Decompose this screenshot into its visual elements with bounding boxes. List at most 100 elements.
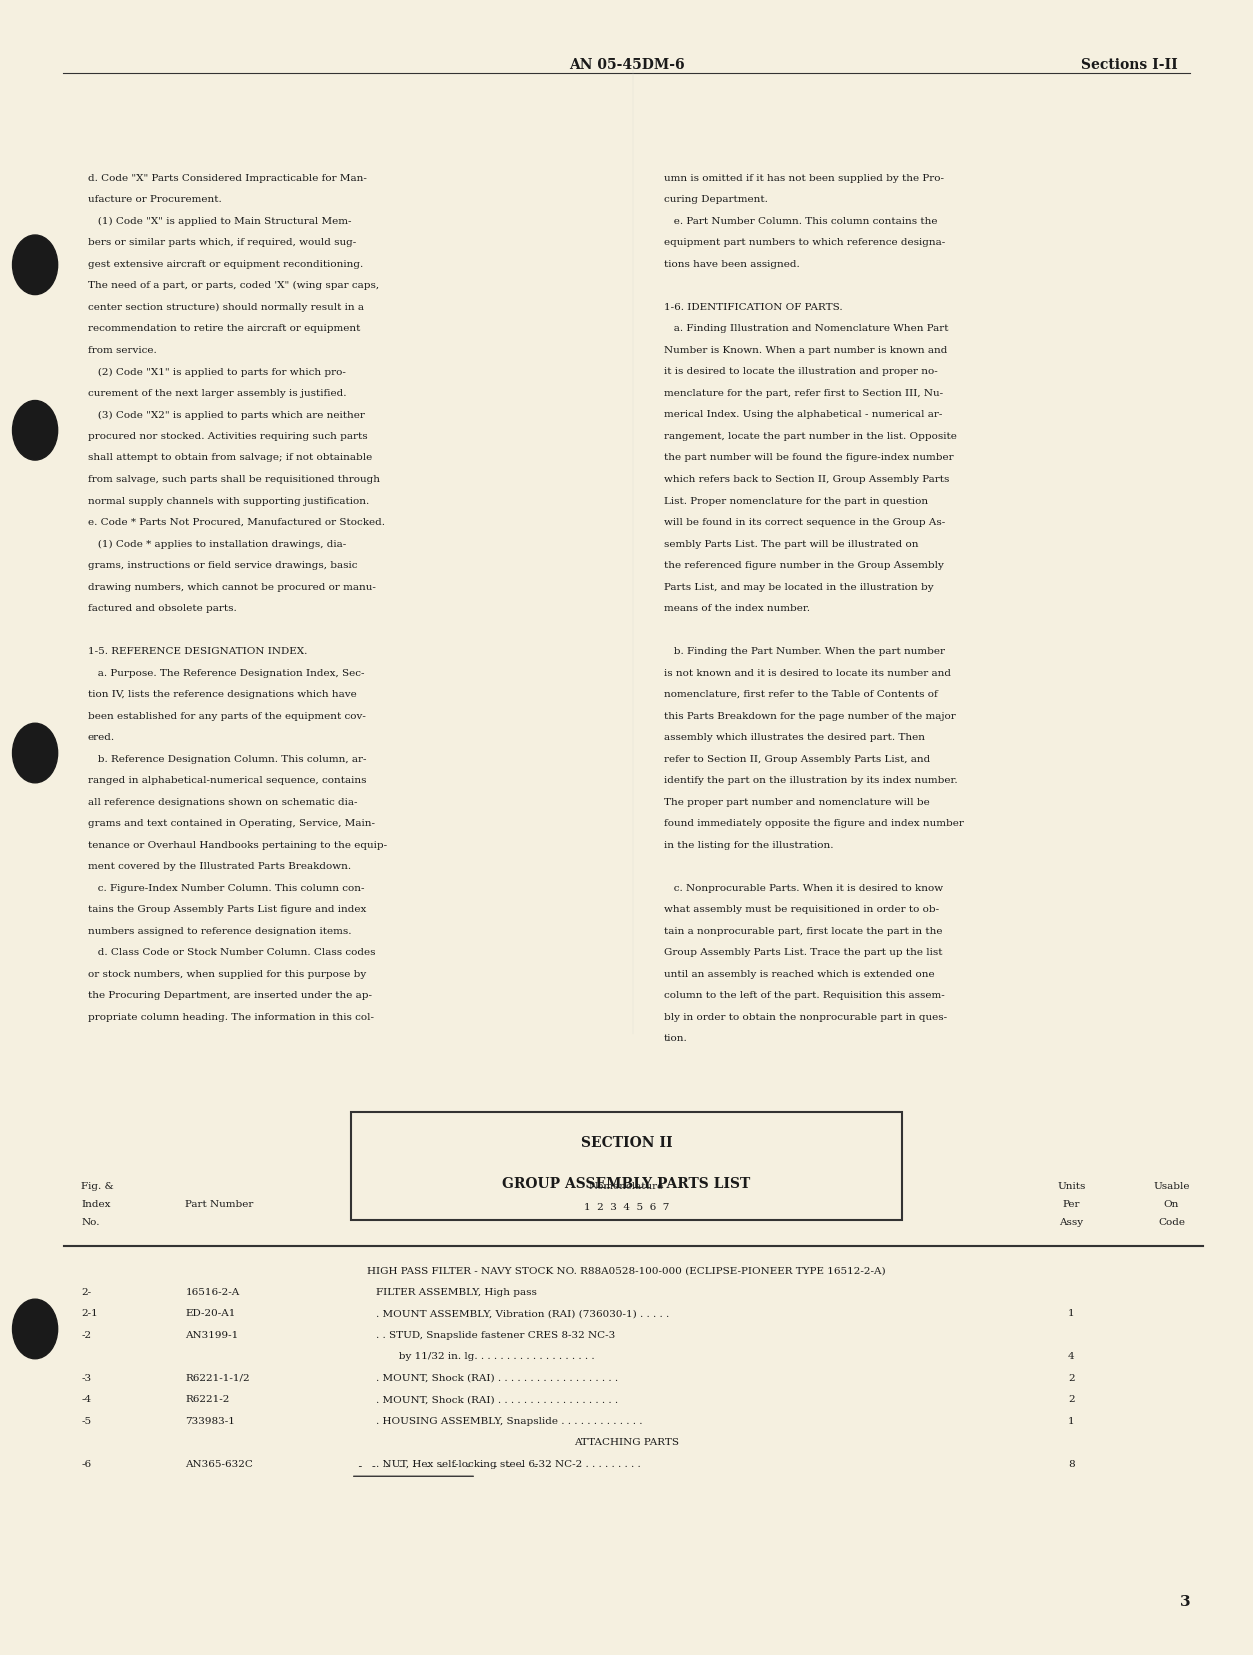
Text: Part Number: Part Number bbox=[185, 1200, 254, 1208]
Text: what assembly must be requisitioned in order to ob-: what assembly must be requisitioned in o… bbox=[664, 905, 940, 914]
Text: 1  2  3  4  5  6  7: 1 2 3 4 5 6 7 bbox=[584, 1203, 669, 1211]
Text: SECTION II: SECTION II bbox=[580, 1135, 673, 1150]
Text: No.: No. bbox=[81, 1218, 100, 1226]
Text: from salvage, such parts shall be requisitioned through: from salvage, such parts shall be requis… bbox=[88, 475, 380, 483]
Text: been established for any parts of the equipment cov-: been established for any parts of the eq… bbox=[88, 712, 366, 720]
Text: Units: Units bbox=[1058, 1182, 1085, 1190]
Text: Number is Known. When a part number is known and: Number is Known. When a part number is k… bbox=[664, 346, 947, 354]
Text: d. Class Code or Stock Number Column. Class codes: d. Class Code or Stock Number Column. Cl… bbox=[88, 948, 375, 957]
Text: assembly which illustrates the desired part. Then: assembly which illustrates the desired p… bbox=[664, 733, 925, 741]
Text: (3) Code "X2" is applied to parts which are neither: (3) Code "X2" is applied to parts which … bbox=[88, 410, 365, 420]
Text: column to the left of the part. Requisition this assem-: column to the left of the part. Requisit… bbox=[664, 991, 945, 1000]
Text: center section structure) should normally result in a: center section structure) should normall… bbox=[88, 303, 363, 313]
FancyBboxPatch shape bbox=[351, 1112, 902, 1220]
Text: recommendation to retire the aircraft or equipment: recommendation to retire the aircraft or… bbox=[88, 324, 360, 333]
Text: all reference designations shown on schematic dia-: all reference designations shown on sche… bbox=[88, 798, 357, 806]
Text: . NUT, Hex self-locking steel 6-32 NC-2 . . . . . . . . .: . NUT, Hex self-locking steel 6-32 NC-2 … bbox=[376, 1460, 640, 1468]
Text: gest extensive aircraft or equipment reconditioning.: gest extensive aircraft or equipment rec… bbox=[88, 260, 363, 268]
Text: will be found in its correct sequence in the Group As-: will be found in its correct sequence in… bbox=[664, 518, 945, 526]
Text: . MOUNT, Shock (RAI) . . . . . . . . . . . . . . . . . . .: . MOUNT, Shock (RAI) . . . . . . . . . .… bbox=[376, 1374, 618, 1382]
Text: R6221-1-1/2: R6221-1-1/2 bbox=[185, 1374, 251, 1382]
Text: d. Code "X" Parts Considered Impracticable for Man-: d. Code "X" Parts Considered Impracticab… bbox=[88, 174, 367, 182]
Text: normal supply channels with supporting justification.: normal supply channels with supporting j… bbox=[88, 496, 368, 505]
Text: 2-: 2- bbox=[81, 1288, 91, 1296]
Text: The proper part number and nomenclature will be: The proper part number and nomenclature … bbox=[664, 798, 930, 806]
Text: is not known and it is desired to locate its number and: is not known and it is desired to locate… bbox=[664, 669, 951, 677]
Text: Sections I-II: Sections I-II bbox=[1081, 58, 1178, 71]
Text: curement of the next larger assembly is justified.: curement of the next larger assembly is … bbox=[88, 389, 346, 397]
Text: ufacture or Procurement.: ufacture or Procurement. bbox=[88, 195, 222, 204]
Text: curing Department.: curing Department. bbox=[664, 195, 768, 204]
Text: AN3199-1: AN3199-1 bbox=[185, 1331, 238, 1339]
Text: 1: 1 bbox=[1068, 1417, 1075, 1425]
Text: tains the Group Assembly Parts List figure and index: tains the Group Assembly Parts List figu… bbox=[88, 905, 366, 914]
Text: equipment part numbers to which reference designa-: equipment part numbers to which referenc… bbox=[664, 238, 945, 247]
Text: ment covered by the Illustrated Parts Breakdown.: ment covered by the Illustrated Parts Br… bbox=[88, 862, 351, 871]
Text: ATTACHING PARTS: ATTACHING PARTS bbox=[574, 1438, 679, 1446]
Text: GROUP ASSEMBLY PARTS LIST: GROUP ASSEMBLY PARTS LIST bbox=[502, 1177, 751, 1190]
Text: until an assembly is reached which is extended one: until an assembly is reached which is ex… bbox=[664, 970, 935, 978]
Text: tions have been assigned.: tions have been assigned. bbox=[664, 260, 799, 268]
Text: AN 05-45DM-6: AN 05-45DM-6 bbox=[569, 58, 684, 71]
Text: b. Finding the Part Number. When the part number: b. Finding the Part Number. When the par… bbox=[664, 647, 945, 655]
Text: factured and obsolete parts.: factured and obsolete parts. bbox=[88, 604, 237, 612]
Text: . . STUD, Snapslide fastener CRES 8-32 NC-3: . . STUD, Snapslide fastener CRES 8-32 N… bbox=[376, 1331, 615, 1339]
Text: a. Finding Illustration and Nomenclature When Part: a. Finding Illustration and Nomenclature… bbox=[664, 324, 949, 333]
Text: 1-5. REFERENCE DESIGNATION INDEX.: 1-5. REFERENCE DESIGNATION INDEX. bbox=[88, 647, 307, 655]
Text: which refers back to Section II, Group Assembly Parts: which refers back to Section II, Group A… bbox=[664, 475, 950, 483]
Text: b. Reference Designation Column. This column, ar-: b. Reference Designation Column. This co… bbox=[88, 755, 366, 763]
Text: umn is omitted if it has not been supplied by the Pro-: umn is omitted if it has not been suppli… bbox=[664, 174, 944, 182]
Circle shape bbox=[13, 235, 58, 295]
Text: menclature for the part, refer first to Section III, Nu-: menclature for the part, refer first to … bbox=[664, 389, 944, 397]
Text: Nomenclature: Nomenclature bbox=[589, 1182, 664, 1190]
Text: 2: 2 bbox=[1068, 1395, 1075, 1403]
Text: Usable: Usable bbox=[1153, 1182, 1190, 1190]
Text: -6: -6 bbox=[81, 1460, 91, 1468]
Text: Index: Index bbox=[81, 1200, 112, 1208]
Circle shape bbox=[13, 1299, 58, 1359]
Text: . MOUNT, Shock (RAI) . . . . . . . . . . . . . . . . . . .: . MOUNT, Shock (RAI) . . . . . . . . . .… bbox=[376, 1395, 618, 1403]
Text: 1: 1 bbox=[1068, 1309, 1075, 1317]
Circle shape bbox=[13, 723, 58, 783]
Text: procured nor stocked. Activities requiring such parts: procured nor stocked. Activities requiri… bbox=[88, 432, 367, 440]
Text: 8: 8 bbox=[1068, 1460, 1075, 1468]
Text: grams and text contained in Operating, Service, Main-: grams and text contained in Operating, S… bbox=[88, 819, 375, 828]
Text: rangement, locate the part number in the list. Opposite: rangement, locate the part number in the… bbox=[664, 432, 957, 440]
Text: found immediately opposite the figure and index number: found immediately opposite the figure an… bbox=[664, 819, 964, 828]
Text: the Procuring Department, are inserted under the ap-: the Procuring Department, are inserted u… bbox=[88, 991, 372, 1000]
Text: the referenced figure number in the Group Assembly: the referenced figure number in the Grou… bbox=[664, 561, 944, 569]
Text: Group Assembly Parts List. Trace the part up the list: Group Assembly Parts List. Trace the par… bbox=[664, 948, 942, 957]
Text: AN365-632C: AN365-632C bbox=[185, 1460, 253, 1468]
Text: tion.: tion. bbox=[664, 1034, 688, 1043]
Text: tenance or Overhaul Handbooks pertaining to the equip-: tenance or Overhaul Handbooks pertaining… bbox=[88, 841, 387, 849]
Text: List. Proper nomenclature for the part in question: List. Proper nomenclature for the part i… bbox=[664, 496, 928, 505]
Text: On: On bbox=[1164, 1200, 1179, 1208]
Text: nomenclature, first refer to the Table of Contents of: nomenclature, first refer to the Table o… bbox=[664, 690, 937, 698]
Text: merical Index. Using the alphabetical - numerical ar-: merical Index. Using the alphabetical - … bbox=[664, 410, 942, 419]
Text: bers or similar parts which, if required, would sug-: bers or similar parts which, if required… bbox=[88, 238, 356, 247]
Text: c. Figure-Index Number Column. This column con-: c. Figure-Index Number Column. This colu… bbox=[88, 884, 365, 892]
Text: R6221-2: R6221-2 bbox=[185, 1395, 229, 1403]
Text: (1) Code * applies to installation drawings, dia-: (1) Code * applies to installation drawi… bbox=[88, 540, 346, 549]
Text: it is desired to locate the illustration and proper no-: it is desired to locate the illustration… bbox=[664, 367, 937, 376]
Text: (2) Code "X1" is applied to parts for which pro-: (2) Code "X1" is applied to parts for wh… bbox=[88, 367, 346, 377]
Text: . HOUSING ASSEMBLY, Snapslide . . . . . . . . . . . . .: . HOUSING ASSEMBLY, Snapslide . . . . . … bbox=[376, 1417, 643, 1425]
Text: -2: -2 bbox=[81, 1331, 91, 1339]
Text: from service.: from service. bbox=[88, 346, 157, 354]
Text: ered.: ered. bbox=[88, 733, 115, 741]
Text: -4: -4 bbox=[81, 1395, 91, 1403]
Text: Code: Code bbox=[1158, 1218, 1185, 1226]
Text: 3: 3 bbox=[1180, 1595, 1190, 1609]
Text: ED-20-A1: ED-20-A1 bbox=[185, 1309, 236, 1317]
Text: 733983-1: 733983-1 bbox=[185, 1417, 236, 1425]
Text: shall attempt to obtain from salvage; if not obtainable: shall attempt to obtain from salvage; if… bbox=[88, 453, 372, 462]
Text: - - - - - - - - - - - - - - -: - - - - - - - - - - - - - - - bbox=[357, 1461, 553, 1471]
Text: refer to Section II, Group Assembly Parts List, and: refer to Section II, Group Assembly Part… bbox=[664, 755, 930, 763]
Text: bly in order to obtain the nonprocurable part in ques-: bly in order to obtain the nonprocurable… bbox=[664, 1013, 947, 1021]
Text: the part number will be found the figure-index number: the part number will be found the figure… bbox=[664, 453, 954, 462]
Text: identify the part on the illustration by its index number.: identify the part on the illustration by… bbox=[664, 776, 957, 784]
Text: means of the index number.: means of the index number. bbox=[664, 604, 811, 612]
Text: 16516-2-A: 16516-2-A bbox=[185, 1288, 239, 1296]
Text: 2: 2 bbox=[1068, 1374, 1075, 1382]
Text: Fig. &: Fig. & bbox=[81, 1182, 114, 1190]
